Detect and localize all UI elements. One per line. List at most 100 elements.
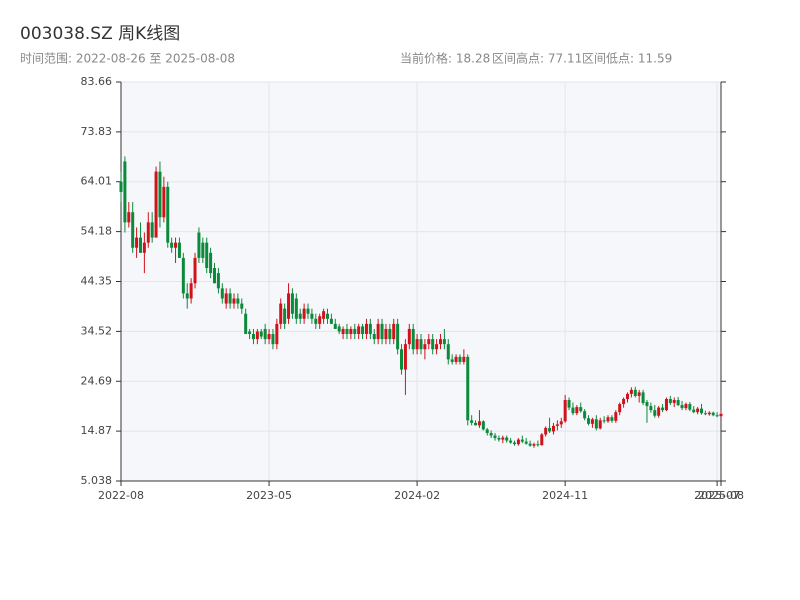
- candle-body: [314, 318, 318, 324]
- candle-body: [138, 237, 142, 253]
- candle-body: [177, 242, 181, 258]
- candle-body: [657, 407, 661, 416]
- candle-body: [345, 328, 349, 335]
- candle-body: [516, 439, 520, 445]
- candle-body: [361, 326, 365, 335]
- candle-body: [364, 323, 368, 335]
- candle-body: [170, 242, 174, 248]
- candle-body: [131, 212, 135, 248]
- candle-body: [244, 313, 248, 335]
- candle-body: [403, 344, 407, 370]
- candle-body: [431, 339, 435, 350]
- candle-body: [353, 328, 357, 335]
- candle-body: [298, 313, 302, 319]
- candle-body: [251, 334, 255, 340]
- candle-body: [559, 421, 563, 425]
- candle-body: [676, 399, 680, 406]
- x-tick-label: 2023-05: [246, 489, 292, 502]
- y-tick-label: 83.66: [81, 75, 113, 88]
- candle-body: [481, 421, 485, 430]
- candle-body: [594, 419, 598, 429]
- y-tick-label: 73.83: [81, 125, 113, 138]
- candle-body: [150, 222, 154, 238]
- candle-body: [567, 399, 571, 408]
- candle-body: [454, 356, 458, 362]
- candle-body: [162, 186, 166, 218]
- candle-body: [380, 323, 384, 340]
- candle-body: [614, 412, 618, 421]
- y-tick-label: 44.35: [81, 274, 113, 287]
- candle-body: [396, 323, 400, 350]
- candle-body: [606, 417, 610, 422]
- candle-body: [318, 316, 322, 324]
- candle-body: [407, 328, 411, 345]
- candle-body: [135, 237, 139, 248]
- candle-body: [598, 420, 602, 429]
- candle-body: [446, 344, 450, 360]
- x-tick-label: 2024-11: [542, 489, 588, 502]
- candle-body: [458, 356, 462, 362]
- candle-body: [501, 437, 505, 440]
- candle-body: [185, 293, 189, 299]
- candle-body: [470, 420, 474, 423]
- candle-body: [228, 293, 232, 304]
- y-tick-label: 5.038: [81, 474, 113, 487]
- y-tick-label: 54.18: [81, 225, 113, 238]
- stat-current: 当前价格: 18.28: [400, 51, 490, 66]
- candle-body: [376, 323, 380, 340]
- candle-body: [197, 232, 201, 258]
- candle-body: [696, 408, 700, 413]
- y-tick-label: 64.01: [81, 175, 113, 188]
- candle-body: [236, 298, 240, 304]
- candle-body: [477, 421, 481, 426]
- candle-body: [166, 186, 170, 243]
- candle-body: [325, 313, 329, 319]
- candle-body: [193, 257, 197, 284]
- candle-body: [146, 222, 150, 243]
- candle-body: [532, 444, 536, 446]
- candle-body: [240, 303, 244, 309]
- candle-body: [711, 412, 715, 416]
- candle-body: [450, 359, 454, 362]
- candle-body: [349, 328, 353, 335]
- candle-body: [427, 339, 431, 345]
- candle-body: [419, 339, 423, 350]
- candle-body: [388, 328, 392, 340]
- candle-body: [329, 318, 333, 324]
- candle-body: [224, 293, 228, 304]
- candle-body: [610, 417, 614, 421]
- candle-body: [341, 328, 345, 335]
- candle-body: [357, 326, 361, 335]
- candle-body: [201, 242, 205, 258]
- candle-body: [158, 171, 162, 218]
- candle-body: [290, 293, 294, 314]
- candle-body: [220, 288, 224, 299]
- candle-body: [497, 438, 501, 440]
- candle-body: [438, 339, 442, 345]
- candle-body: [174, 242, 178, 248]
- candle-body: [306, 308, 310, 314]
- candle-body: [255, 331, 259, 340]
- candle-body: [294, 298, 298, 319]
- candle-body: [181, 257, 185, 294]
- candle-body: [645, 402, 649, 407]
- candle-body: [279, 303, 283, 324]
- candle-body: [213, 268, 217, 284]
- candle-body: [400, 349, 404, 370]
- candle-body: [664, 398, 668, 411]
- candle-body: [392, 323, 396, 340]
- candle-body: [528, 443, 532, 446]
- candle-body: [579, 407, 583, 412]
- candle-body: [551, 425, 555, 432]
- candle-body: [384, 328, 388, 340]
- candle-body: [275, 323, 279, 345]
- candle-body: [571, 407, 575, 414]
- candle-body: [629, 389, 633, 394]
- candle-body: [688, 404, 692, 410]
- candle-body: [680, 405, 684, 409]
- candle-body: [423, 344, 427, 350]
- candle-body: [618, 404, 622, 413]
- candle-body: [505, 437, 509, 441]
- candle-body: [271, 334, 275, 345]
